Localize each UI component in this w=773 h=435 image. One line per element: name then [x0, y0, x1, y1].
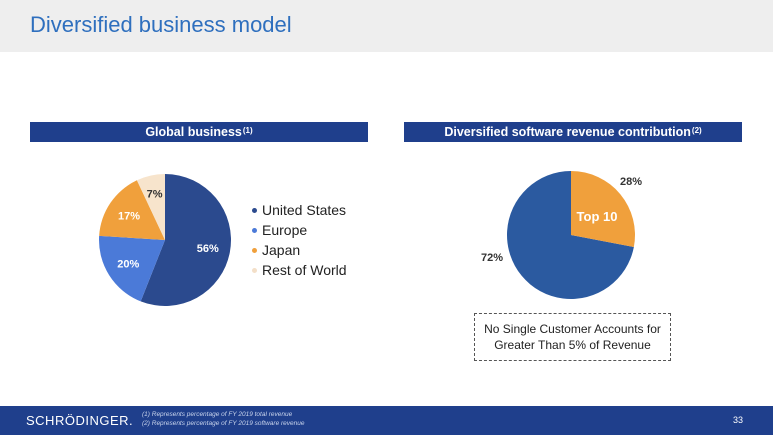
legend-swatch-europe [252, 227, 257, 233]
footnote-ref-1: (1) [242, 125, 253, 135]
legend-swatch-united-states [252, 207, 257, 213]
software-revenue-heading: Diversified software revenue contributio… [444, 125, 691, 139]
pie-slice-japan [99, 180, 165, 240]
software-revenue-pie-chart: Top 10 28% 72% [481, 171, 642, 299]
global-business-pie-chart: 56% 20% 17% 7% [99, 174, 231, 306]
customer-concentration-callout: No Single Customer Accounts for Greater … [474, 313, 671, 361]
legend-swatch-japan [252, 247, 257, 253]
pie-label-united-states: 56% [197, 243, 219, 255]
footnote-ref-2: (2) [691, 125, 702, 135]
legend-item-united-states: United States [252, 200, 347, 220]
page-title: Diversified business model [30, 12, 292, 37]
legend-item-europe: Europe [252, 220, 347, 240]
legend-item-rest-of-world: Rest of World [252, 260, 347, 280]
pie-label-japan: 17% [118, 211, 140, 223]
global-business-heading: Global business [145, 125, 242, 139]
legend-swatch-rest-of-world [252, 267, 257, 273]
global-business-legend: United States Europe Japan Rest of World [252, 200, 347, 280]
legend-label-united-states: United States [262, 202, 347, 218]
legend-label-europe: Europe [262, 222, 308, 238]
pie-label-top-10: 28% [620, 176, 642, 188]
top-10-inner-label: Top 10 [577, 209, 618, 224]
title-bar: Diversified business model [0, 0, 773, 52]
pie-slice-other-customers [507, 171, 634, 299]
pie-slice-rest-of-world [136, 174, 165, 240]
legend-label-rest-of-world: Rest of World [262, 262, 347, 278]
legend-label-japan: Japan [262, 242, 301, 258]
pie-label-other-customers: 72% [481, 252, 503, 264]
footnotes: (1) Represents percentage of FY 2019 tot… [142, 410, 304, 428]
callout-text: No Single Customer Accounts for Greater … [484, 322, 661, 352]
legend-item-japan: Japan [252, 240, 347, 260]
software-revenue-header: Diversified software revenue contributio… [404, 122, 742, 142]
pie-label-rest-of-world: 7% [147, 189, 163, 201]
global-business-header: Global business (1) [30, 122, 368, 142]
page-number: 33 [732, 415, 743, 425]
footnote-1: (1) Represents percentage of FY 2019 tot… [142, 411, 293, 418]
footnote-2: (2) Represents percentage of FY 2019 sof… [142, 420, 305, 427]
pie-slice-united-states [140, 174, 231, 306]
pie-label-europe: 20% [117, 258, 139, 270]
footer-bar: SCHRÖDINGER. (1) Represents percentage o… [0, 406, 773, 435]
pie-slice-top-10 [571, 171, 635, 247]
pie-slice-europe [99, 235, 165, 302]
company-logo: SCHRÖDINGER. [26, 413, 134, 428]
